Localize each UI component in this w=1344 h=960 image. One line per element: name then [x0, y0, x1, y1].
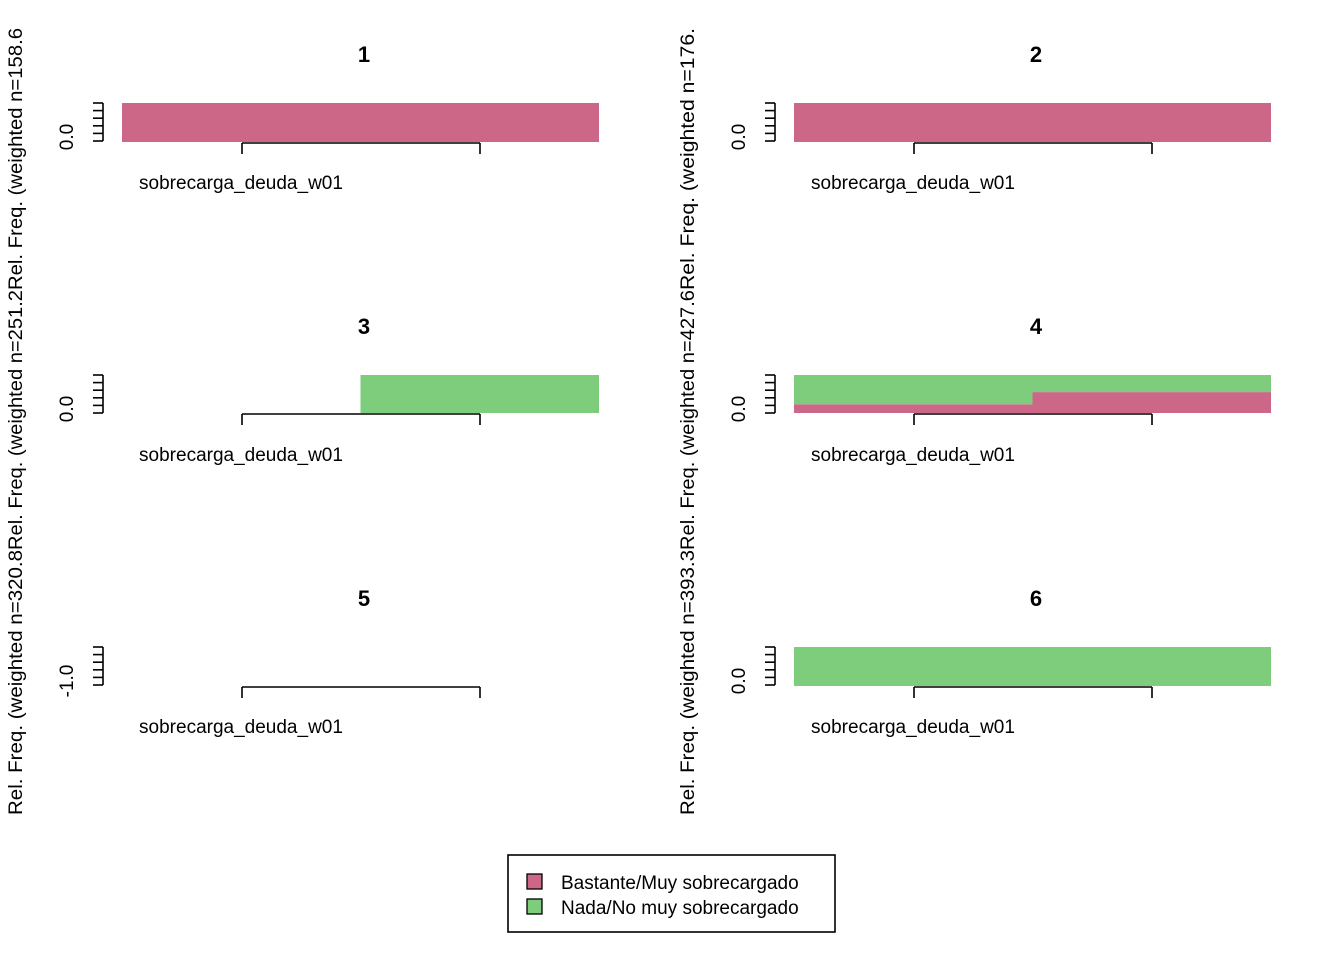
y-tick-label: 0.0	[729, 124, 750, 150]
y-axis-label: Rel. Freq. (weighted n=158.6	[6, 28, 27, 290]
panel-1: 1 0.0 sobrecarga_deuda_w01 Rel. Freq. (weig…	[6, 28, 599, 290]
bar-segment	[1032, 375, 1271, 393]
panel-title: 3	[358, 314, 370, 339]
y-tick-label: 0.0	[729, 396, 750, 422]
y-axis-label: Rel. Freq. (weighted n=320.8	[6, 550, 27, 815]
panel-3: 3 0.0 sobrecarga_deuda_w01 Rel. Freq. (weig…	[6, 290, 599, 550]
panel-title: 4	[1030, 314, 1043, 339]
y-axis: 0.0	[729, 374, 776, 422]
y-axis: 0.0	[729, 102, 776, 150]
x-axis	[241, 686, 481, 698]
x-axis	[913, 142, 1153, 154]
y-axis-label: Rel. Freq. (weighted n=251.2	[6, 290, 27, 550]
x-axis	[913, 413, 1153, 425]
y-axis: 0.0	[57, 374, 104, 422]
bar-segment	[1032, 392, 1271, 413]
y-axis-label: Rel. Freq. (weighted n=393.3	[678, 550, 699, 815]
y-tick-label: -1.0	[57, 665, 78, 698]
x-axis-label: sobrecarga_deuda_w01	[811, 173, 1015, 194]
x-axis	[913, 686, 1153, 698]
x-axis	[241, 413, 481, 425]
bar-segment	[122, 103, 599, 142]
y-tick-label: 0.0	[57, 124, 78, 150]
y-axis: 0.0	[729, 646, 776, 694]
y-axis: 0.0	[57, 102, 104, 150]
panel-5: 5 -1.0 sobrecarga_deuda_w01 Rel. Freq. (wei…	[6, 550, 481, 815]
bar-segment	[360, 375, 599, 413]
y-axis-label: Rel. Freq. (weighted n=176.	[678, 28, 699, 290]
bar-segment	[794, 375, 1033, 405]
legend-swatch	[526, 873, 543, 890]
x-axis-label: sobrecarga_deuda_w01	[811, 717, 1015, 738]
legend: Bastante/Muy sobrecargado Nada/No muy sob…	[507, 854, 836, 933]
panel-2: 2 0.0 sobrecarga_deuda_w01 Rel. Freq. (weig…	[678, 28, 1271, 290]
x-axis-label: sobrecarga_deuda_w01	[139, 173, 343, 194]
bar-segment	[794, 404, 1033, 413]
legend-label: Nada/No muy sobrecargado	[561, 898, 799, 919]
legend-label: Bastante/Muy sobrecargado	[561, 873, 799, 894]
y-axis-label: Rel. Freq. (weighted n=427.6	[678, 290, 699, 550]
x-axis-label: sobrecarga_deuda_w01	[139, 445, 343, 466]
panel-title: 1	[358, 42, 370, 67]
bar-segment	[794, 647, 1271, 686]
panel-title: 6	[1030, 586, 1042, 611]
x-axis-label: sobrecarga_deuda_w01	[139, 717, 343, 738]
y-tick-label: 0.0	[729, 668, 750, 694]
bar-segment	[794, 103, 1271, 142]
legend-box	[507, 854, 836, 933]
x-axis-label: sobrecarga_deuda_w01	[811, 445, 1015, 466]
panel-6: 6 0.0 sobrecarga_deuda_w01 Rel. Freq. (weig…	[678, 550, 1271, 815]
y-tick-label: 0.0	[57, 396, 78, 422]
legend-swatch	[526, 898, 543, 915]
panel-4: 4 0.0 sobrecarga_deuda_w01 Rel. Freq. (weig…	[678, 290, 1271, 550]
panel-title: 2	[1030, 42, 1042, 67]
x-axis	[241, 142, 481, 154]
y-axis: -1.0	[57, 646, 104, 698]
panel-title: 5	[358, 586, 370, 611]
